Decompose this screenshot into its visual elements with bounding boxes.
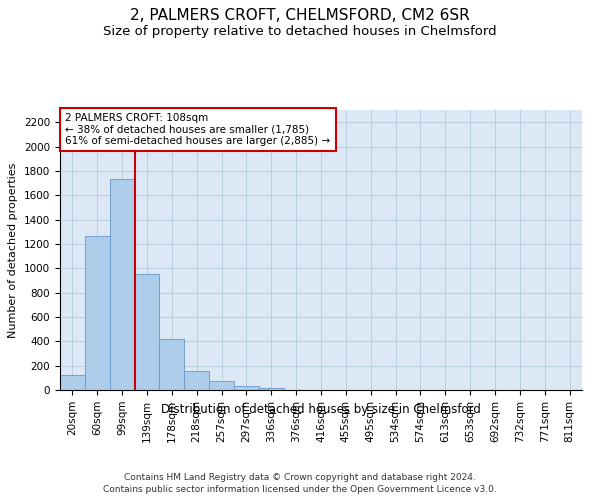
Bar	[160, 340, 184, 390]
Text: Contains HM Land Registry data © Crown copyright and database right 2024.: Contains HM Land Registry data © Crown c…	[124, 472, 476, 482]
Text: Distribution of detached houses by size in Chelmsford: Distribution of detached houses by size …	[161, 402, 481, 415]
Text: 2 PALMERS CROFT: 108sqm
← 38% of detached houses are smaller (1,785)
61% of semi: 2 PALMERS CROFT: 108sqm ← 38% of detache…	[65, 113, 331, 146]
Bar	[110, 180, 134, 390]
Y-axis label: Number of detached properties: Number of detached properties	[8, 162, 19, 338]
Text: Size of property relative to detached houses in Chelmsford: Size of property relative to detached ho…	[103, 25, 497, 38]
Bar	[184, 371, 209, 390]
Text: 2, PALMERS CROFT, CHELMSFORD, CM2 6SR: 2, PALMERS CROFT, CHELMSFORD, CM2 6SR	[130, 8, 470, 22]
Bar	[85, 236, 110, 390]
Text: Contains public sector information licensed under the Open Government Licence v3: Contains public sector information licen…	[103, 485, 497, 494]
Bar	[134, 274, 160, 390]
Bar	[234, 386, 259, 390]
Bar	[259, 388, 284, 390]
Bar	[60, 376, 85, 390]
Bar	[209, 381, 234, 390]
